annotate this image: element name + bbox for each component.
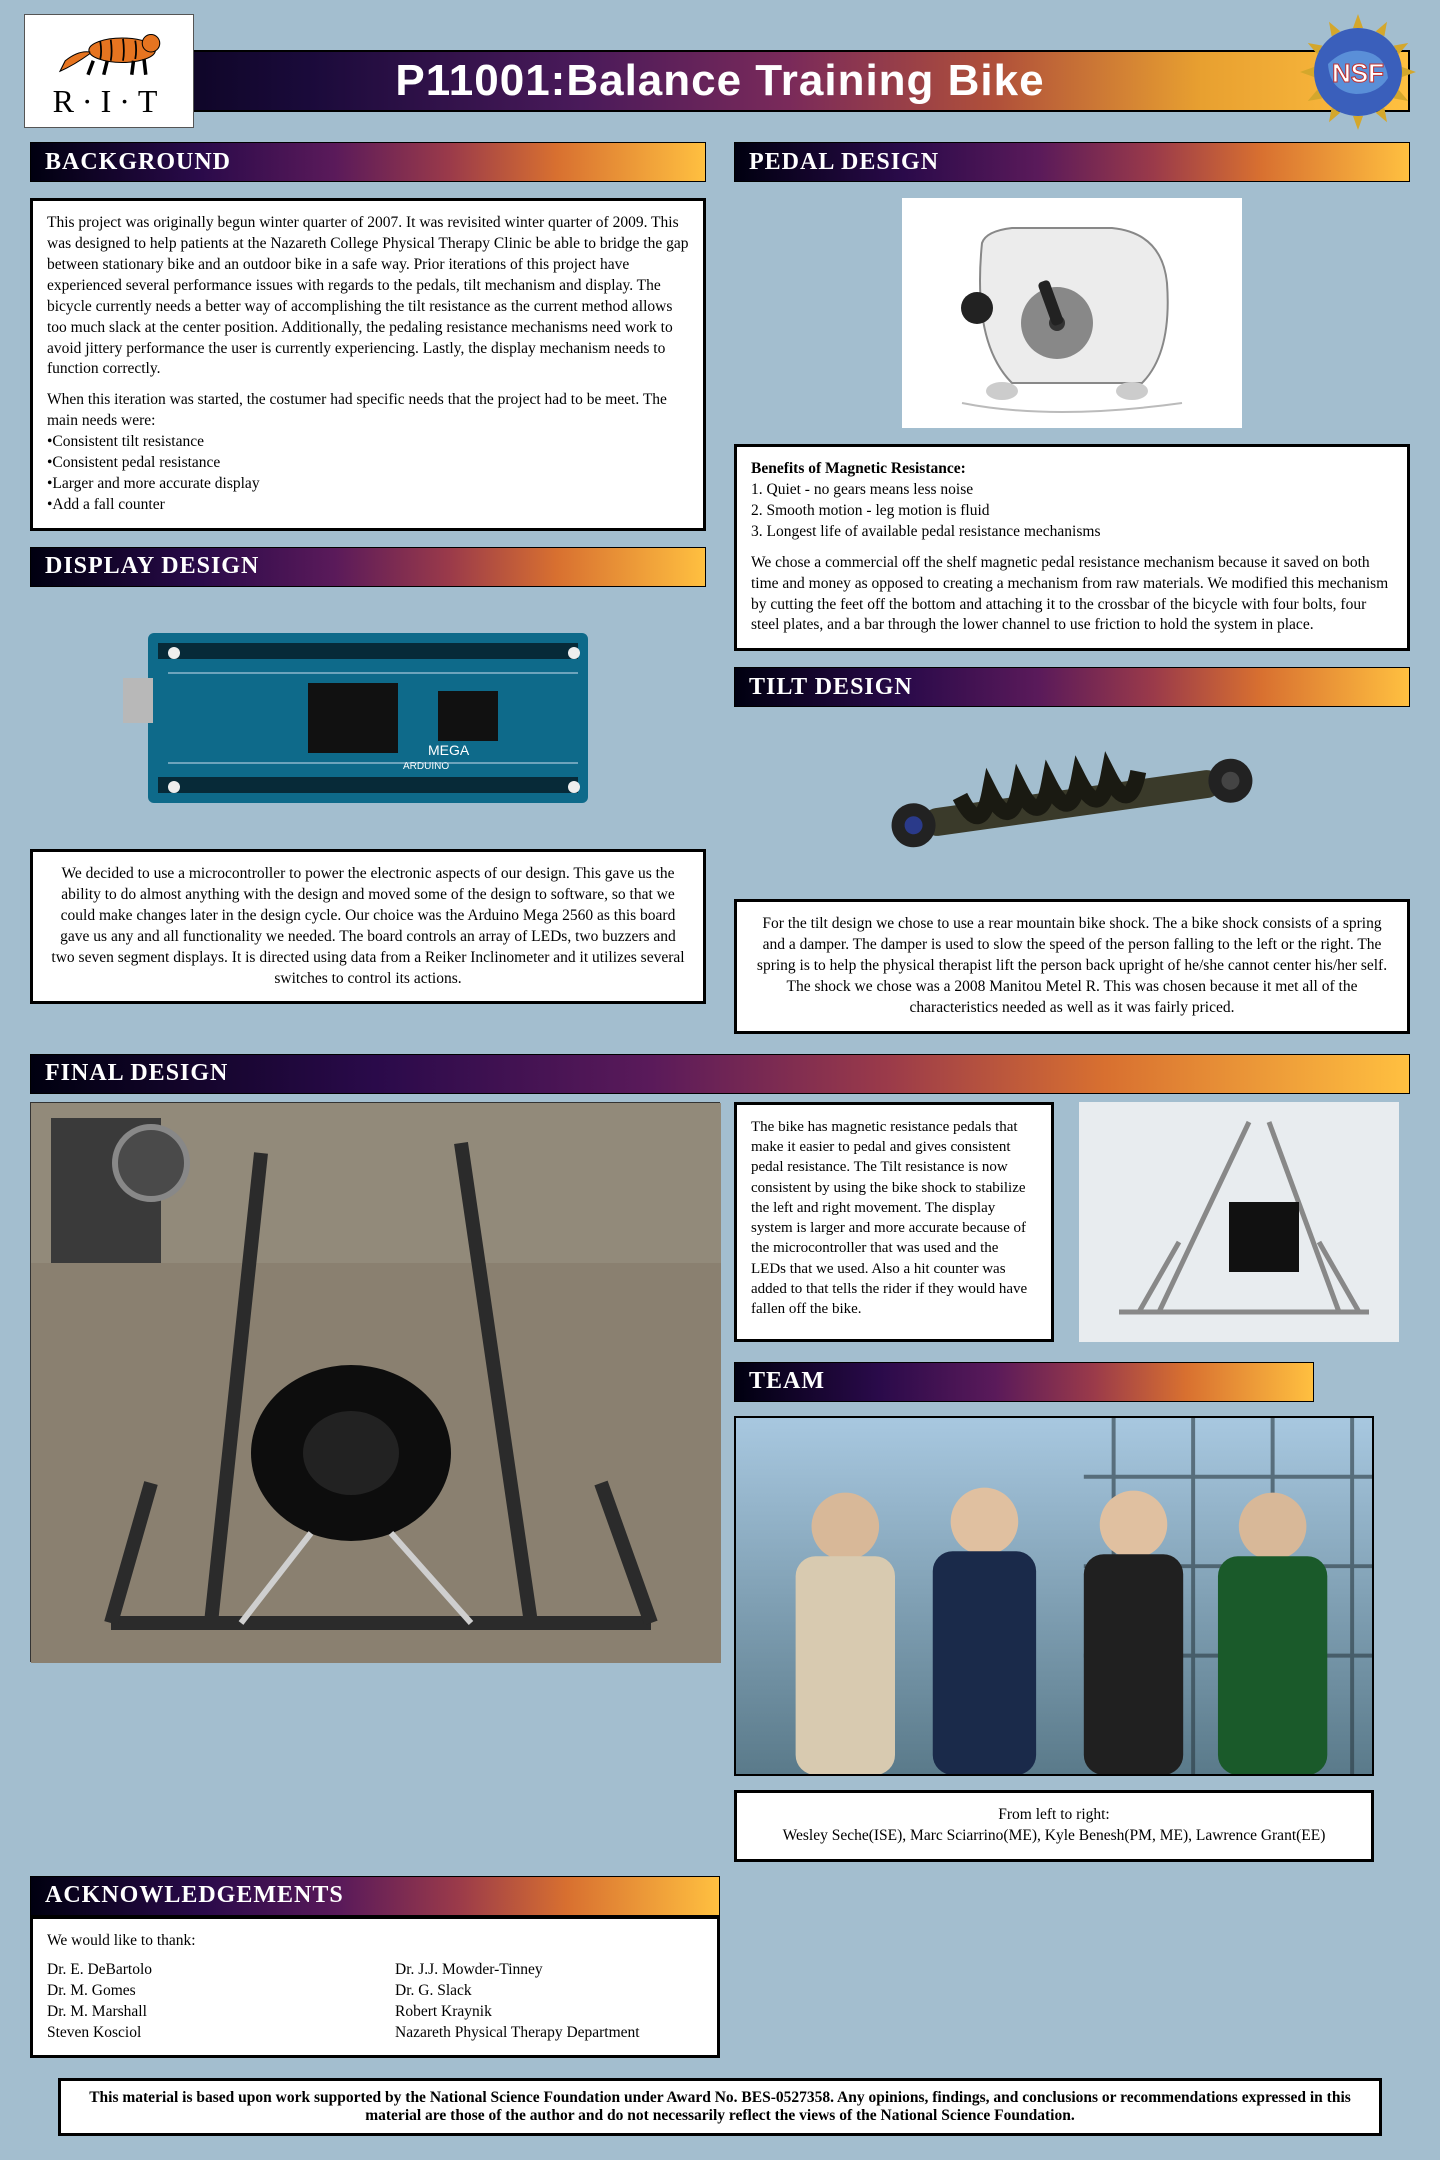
poster-title: P11001:Balance Training Bike (395, 56, 1044, 106)
arduino-image: MEGA ARDUINO (30, 603, 706, 833)
tilt-header: TILT DESIGN (734, 667, 1410, 707)
final-header: FINAL DESIGN (30, 1054, 1410, 1094)
ack-header: ACKNOWLEDGEMENTS (30, 1876, 720, 1916)
left-column: BACKGROUND This project was originally b… (30, 142, 706, 1034)
final-cad-image (1068, 1102, 1410, 1342)
nsf-logo: NSF (1298, 12, 1418, 132)
display-text: We decided to use a microcontroller to p… (30, 849, 706, 1005)
team-header: TEAM (734, 1362, 1314, 1402)
team-caption: From left to right: Wesley Seche(ISE), M… (734, 1790, 1374, 1862)
footer-disclaimer: This material is based upon work support… (58, 2078, 1383, 2136)
pedal-header: PEDAL DESIGN (734, 142, 1410, 182)
final-section: FINAL DESIGN (30, 1054, 1410, 1862)
right-column: PEDAL DESIGN Benefits of Magnetic Resist… (734, 142, 1410, 1034)
svg-text:NSF: NSF (1332, 58, 1384, 88)
tiger-icon (39, 23, 179, 81)
tilt-text: For the tilt design we chose to use a re… (734, 899, 1410, 1034)
tilt-image (734, 723, 1410, 883)
background-text: This project was originally begun winter… (30, 198, 706, 531)
background-header: BACKGROUND (30, 142, 706, 182)
rit-logo: R·I·T (24, 14, 194, 128)
team-photo (734, 1416, 1374, 1776)
rit-text: R·I·T (53, 83, 166, 120)
final-photo (30, 1102, 720, 1662)
display-header: DISPLAY DESIGN (30, 547, 706, 587)
ack-text: We would like to thank: Dr. E. DeBartolo… (30, 1916, 720, 2059)
pedal-text: Benefits of Magnetic Resistance: 1. Quie… (734, 444, 1410, 651)
final-text: The bike has magnetic resistance pedals … (734, 1102, 1054, 1342)
pedal-image (734, 198, 1410, 428)
svg-text:MEGA: MEGA (428, 742, 470, 758)
title-bar: P11001:Balance Training Bike (30, 50, 1410, 112)
